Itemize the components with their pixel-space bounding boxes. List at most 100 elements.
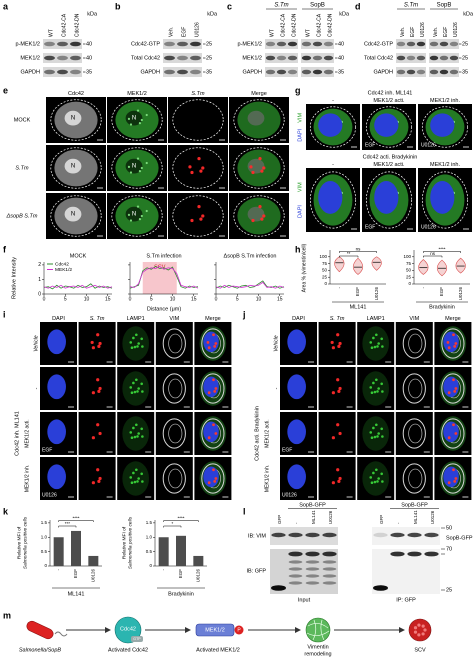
band — [57, 41, 68, 47]
nucleus — [64, 206, 82, 222]
nucleus — [247, 158, 265, 174]
cell-outline — [421, 106, 469, 148]
spot — [380, 337, 383, 341]
band — [396, 69, 406, 75]
nucleus-label: N — [132, 116, 136, 122]
nucleus — [443, 331, 459, 353]
spot — [376, 480, 379, 483]
spot — [132, 336, 135, 340]
spot — [98, 341, 102, 346]
band — [305, 574, 320, 578]
spot — [91, 391, 95, 395]
nucleus — [64, 158, 82, 174]
row-label: GAPDH — [373, 69, 393, 75]
spot — [262, 214, 266, 218]
marker-label: 40 — [338, 55, 344, 61]
band — [416, 69, 426, 75]
spot — [454, 477, 458, 480]
panel-label: b — [115, 1, 121, 11]
axis-title: Salmonella positive cells — [22, 516, 28, 569]
icon-label: MEK1/2 — [205, 627, 225, 633]
band — [190, 69, 201, 75]
band — [449, 69, 459, 75]
x-tick-label: 10 — [84, 296, 90, 302]
spot — [331, 391, 335, 395]
band — [322, 532, 337, 538]
column-label: MEK1/2 acti. — [373, 98, 405, 104]
spot — [337, 344, 341, 349]
x-tick-label: 15 — [277, 296, 283, 302]
significance-label: **** — [72, 515, 79, 520]
band — [416, 55, 426, 61]
nucleus — [443, 466, 459, 488]
band — [305, 560, 320, 564]
band — [323, 69, 334, 75]
row-label: Total Cdc42 — [364, 55, 393, 61]
spot — [338, 386, 342, 391]
spot — [381, 435, 384, 438]
spot — [97, 344, 101, 349]
band — [449, 55, 459, 61]
spot — [337, 479, 341, 484]
band — [190, 41, 201, 47]
y-tick-label: 75 — [406, 261, 412, 266]
lane-label: WT — [305, 29, 311, 37]
nucleus-label: N — [71, 164, 75, 170]
inset-label: U0126 — [282, 492, 297, 498]
band — [265, 55, 276, 61]
lane-label: U0126 — [328, 510, 333, 524]
nucleus — [125, 158, 143, 174]
band — [396, 55, 406, 61]
modulator-label: MEK1/2 inh. — [264, 465, 270, 492]
column-label: MEK1/2 acti. — [373, 162, 405, 168]
spot — [207, 346, 211, 350]
step-label: Salmonella/SopB — [19, 647, 62, 653]
column-label: MEK1/2 — [127, 91, 147, 97]
filament — [441, 373, 465, 404]
category-label: - — [56, 569, 61, 571]
column-label: DAPI — [52, 316, 65, 322]
lane-label: Veh. — [168, 27, 174, 37]
cell — [122, 461, 150, 496]
nucleus — [203, 331, 219, 353]
lane-label: U0126 — [453, 22, 459, 37]
probe-label: IB: VIM — [248, 533, 266, 539]
spot — [201, 166, 205, 170]
filament — [201, 328, 225, 359]
channel-label: DAPI — [297, 205, 303, 218]
spot — [373, 480, 377, 484]
band — [287, 41, 298, 47]
marker-label: 25 — [462, 55, 468, 61]
group-label: SopB — [310, 3, 325, 9]
filament — [162, 328, 186, 359]
spot — [136, 157, 140, 160]
row-label: S.Tm — [15, 165, 29, 171]
filament — [402, 418, 426, 449]
band — [301, 55, 312, 61]
band — [407, 551, 422, 557]
spot — [380, 427, 383, 431]
micrograph — [78, 457, 116, 500]
scv-icon — [408, 618, 432, 642]
salmonella-icon — [26, 620, 54, 640]
spot — [91, 481, 95, 485]
filament — [168, 378, 183, 399]
spot — [380, 472, 383, 476]
spot — [452, 378, 455, 382]
band — [70, 69, 81, 75]
y-tick-label: 0.5 — [146, 549, 153, 554]
cell-outline — [233, 99, 285, 141]
spot — [130, 346, 134, 349]
nucleus — [430, 181, 455, 214]
spot — [454, 432, 458, 435]
significance-label: **** — [177, 515, 184, 520]
spot — [98, 476, 102, 481]
spot — [199, 217, 203, 221]
category-label: - — [421, 287, 426, 289]
spot — [136, 480, 139, 483]
lane-label: Cdc42-CA — [61, 13, 67, 37]
spot — [453, 345, 457, 348]
x-tick-label: 10 — [170, 296, 176, 302]
category-label: EGF — [439, 287, 444, 297]
marker-label: 35 — [338, 69, 344, 75]
